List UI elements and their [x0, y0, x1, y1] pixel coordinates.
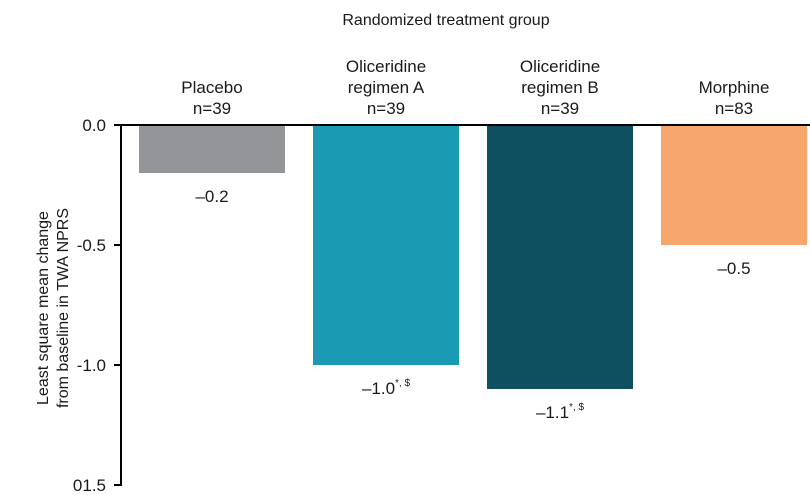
- value-label: –1.1*, $: [536, 402, 585, 422]
- category-labels: Placebo n=39 Oliceridine regimen A n=39 Olice…: [181, 57, 769, 118]
- value-label-number: –1.1: [536, 403, 569, 422]
- value-label-superscript: *, $: [569, 402, 584, 413]
- y-ticks: 0.0 -0.5 -1.0 01.5: [73, 116, 121, 495]
- bars: [139, 125, 807, 389]
- value-label-number: –0.5: [717, 259, 750, 278]
- y-tick-label: -0.5: [77, 236, 106, 255]
- category-label: regimen B: [521, 78, 598, 97]
- category-label: regimen A: [348, 78, 425, 97]
- category-label: Oliceridine: [520, 57, 600, 76]
- y-axis-label-line: from baseline in TWA NPRS: [55, 208, 72, 408]
- value-label: –0.2: [195, 187, 228, 206]
- y-tick-label: 0.0: [82, 116, 106, 135]
- value-label-superscript: *, $: [395, 378, 410, 389]
- value-labels: –0.2–1.0*, $–1.1*, $–0.5: [195, 187, 750, 422]
- category-label: n=39: [541, 99, 579, 118]
- y-axis-label: Least square mean change from baseline i…: [35, 208, 72, 408]
- category-label: n=39: [367, 99, 405, 118]
- bar: [139, 125, 285, 173]
- y-axis-label-line: Least square mean change: [35, 211, 52, 405]
- category-label: Morphine: [699, 78, 770, 97]
- y-tick-label: 01.5: [73, 476, 106, 495]
- value-label-number: –0.2: [195, 187, 228, 206]
- value-label-number: –1.0: [362, 379, 395, 398]
- value-label: –0.5: [717, 259, 750, 278]
- bar: [487, 125, 633, 389]
- chart-title: Randomized treatment group: [342, 12, 549, 29]
- value-label: –1.0*, $: [362, 378, 411, 398]
- category-label: Oliceridine: [346, 57, 426, 76]
- category-label: n=39: [193, 99, 231, 118]
- bar: [661, 125, 807, 245]
- category-label: n=83: [715, 99, 753, 118]
- y-tick-label: -1.0: [77, 356, 106, 375]
- bar: [313, 125, 459, 365]
- category-label: Placebo: [181, 78, 242, 97]
